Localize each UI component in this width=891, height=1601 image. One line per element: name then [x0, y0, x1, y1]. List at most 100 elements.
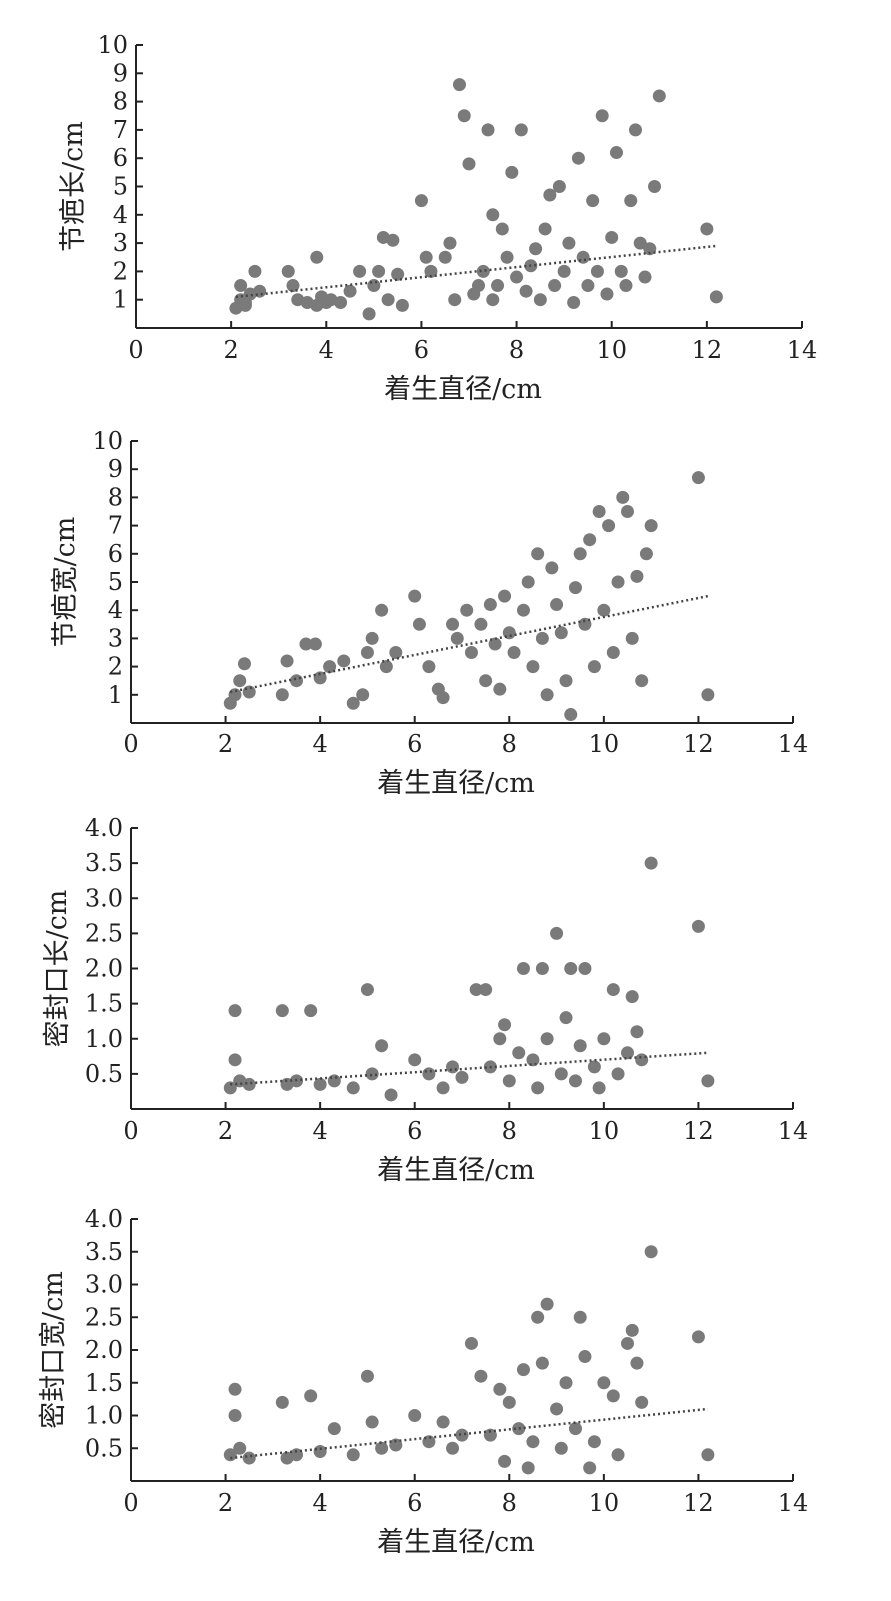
- y-tick-label: 1: [108, 681, 123, 709]
- data-point: [375, 603, 389, 617]
- data-point: [550, 1402, 564, 1416]
- data-point: [455, 1428, 469, 1442]
- data-point: [643, 242, 657, 256]
- data-point: [493, 1382, 507, 1396]
- data-point: [360, 646, 374, 659]
- data-point: [275, 1395, 289, 1409]
- data-point: [308, 637, 322, 651]
- data-point: [611, 1067, 625, 1081]
- y-axis-label: 密封口长/cm: [42, 890, 73, 1048]
- data-point: [652, 89, 666, 103]
- x-tick-label: 0: [123, 730, 138, 758]
- data-point: [611, 575, 625, 589]
- data-point: [299, 637, 313, 651]
- data-point: [460, 603, 474, 617]
- data-point: [559, 1376, 573, 1390]
- data-point: [550, 926, 564, 940]
- data-point: [562, 236, 576, 250]
- data-point: [414, 194, 428, 208]
- data-point: [701, 688, 715, 702]
- y-tick-label: 2.0: [85, 1336, 123, 1364]
- data-point: [365, 1415, 379, 1429]
- data-point: [474, 617, 488, 631]
- data-point: [597, 603, 611, 617]
- data-point: [337, 654, 351, 668]
- data-point: [491, 279, 505, 293]
- y-tick-label: 5: [108, 568, 123, 596]
- data-point: [372, 264, 386, 278]
- data-point: [446, 1060, 460, 1074]
- data-point: [540, 688, 554, 702]
- y-tick-label: 1.5: [85, 1369, 123, 1397]
- y-tick-label: 0.5: [85, 1434, 123, 1462]
- data-point: [346, 1081, 360, 1095]
- data-point: [630, 1025, 644, 1039]
- data-point: [578, 962, 592, 975]
- data-point: [630, 569, 644, 583]
- data-point: [552, 180, 566, 193]
- data-point: [526, 1053, 540, 1067]
- y-tick-label: 4.0: [85, 1205, 123, 1233]
- data-point: [502, 1074, 516, 1088]
- x-tick-label: 12: [692, 336, 723, 364]
- data-point: [519, 284, 533, 298]
- data-point: [531, 547, 545, 561]
- data-point: [233, 674, 247, 688]
- data-point: [438, 250, 452, 264]
- data-point: [635, 1053, 649, 1067]
- data-point: [578, 617, 592, 631]
- data-point: [228, 688, 242, 702]
- data-point: [424, 264, 438, 278]
- data-point: [462, 157, 476, 171]
- data-point: [443, 236, 457, 250]
- data-point: [521, 1461, 535, 1475]
- x-tick-label: 4: [313, 730, 328, 758]
- data-point: [554, 1441, 568, 1455]
- data-point: [568, 1074, 582, 1088]
- data-point: [516, 1363, 530, 1377]
- y-tick-label: 10: [97, 31, 128, 59]
- data-point: [639, 547, 653, 561]
- x-tick-label: 10: [589, 1489, 620, 1517]
- y-tick-label: 2.5: [85, 919, 123, 947]
- data-point: [237, 657, 251, 671]
- data-point: [576, 250, 590, 264]
- data-point: [310, 250, 324, 264]
- data-point: [223, 1448, 237, 1462]
- data-point: [412, 617, 426, 631]
- data-point: [290, 674, 303, 688]
- data-point: [502, 626, 516, 640]
- data-point: [550, 598, 564, 612]
- data-point: [238, 296, 252, 310]
- trend-line: [230, 594, 709, 694]
- data-point: [476, 264, 490, 278]
- y-tick-label: 8: [113, 88, 128, 116]
- y-tick-label: 2: [113, 257, 128, 285]
- data-point: [709, 290, 723, 304]
- x-tick-label: 10: [589, 730, 620, 758]
- data-point: [587, 1435, 601, 1449]
- data-point: [281, 264, 295, 278]
- data-point: [554, 1067, 568, 1081]
- data-point: [275, 1004, 289, 1018]
- data-point: [516, 603, 530, 617]
- data-point: [362, 307, 376, 321]
- data-point: [242, 1451, 256, 1465]
- x-tick-label: 8: [502, 1117, 517, 1145]
- data-point: [280, 654, 294, 668]
- data-point: [365, 631, 379, 645]
- y-axis-label: 节疤宽/cm: [50, 517, 81, 648]
- data-point: [502, 1395, 516, 1409]
- data-point: [334, 296, 348, 310]
- data-point: [386, 233, 400, 247]
- data-point: [531, 1081, 545, 1095]
- data-point: [538, 222, 552, 236]
- data-point: [450, 631, 464, 645]
- data-point: [498, 589, 512, 603]
- data-point: [233, 1441, 247, 1455]
- data-point: [644, 1245, 658, 1259]
- data-point: [469, 983, 483, 997]
- data-point: [521, 575, 535, 589]
- data-point: [512, 1046, 526, 1060]
